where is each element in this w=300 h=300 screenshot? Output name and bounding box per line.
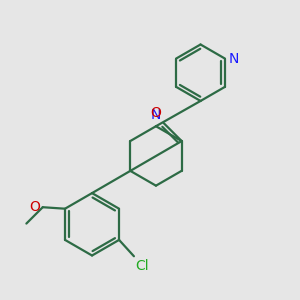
Text: O: O [150, 106, 161, 120]
Text: N: N [151, 108, 161, 122]
Text: Cl: Cl [135, 259, 149, 273]
Text: N: N [229, 52, 239, 66]
Text: O: O [29, 200, 40, 214]
